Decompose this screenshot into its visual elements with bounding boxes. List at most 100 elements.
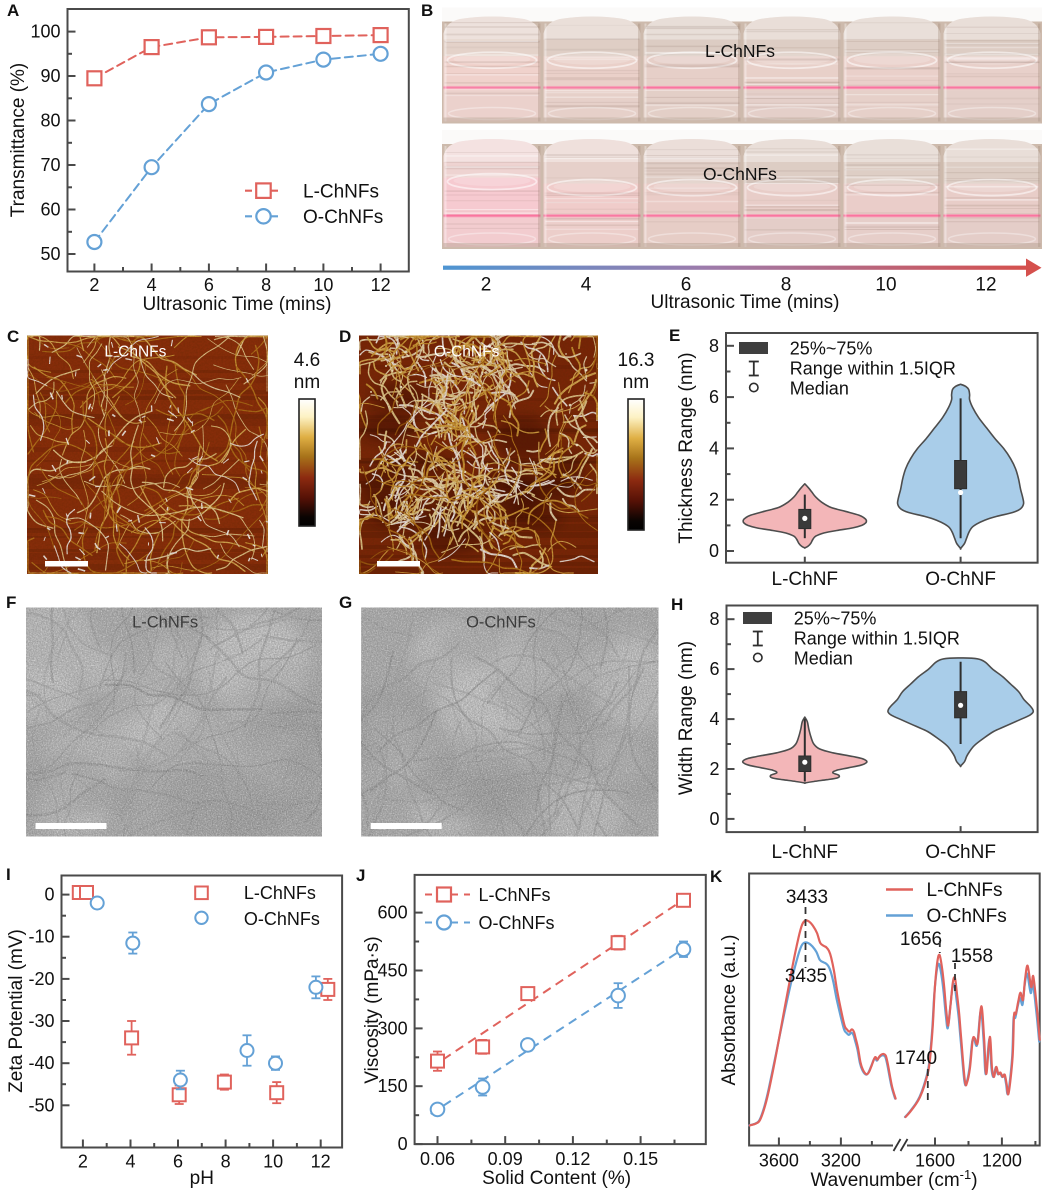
svg-text:Ultrasonic Time (mins): Ultrasonic Time (mins) [143,294,332,315]
svg-text:2: 2 [481,275,492,296]
svg-text:Width Range (nm): Width Range (nm) [676,641,697,795]
svg-text:1740: 1740 [895,1048,937,1069]
svg-text:G: G [339,593,352,612]
svg-text:3600: 3600 [759,1151,799,1171]
svg-text:pH: pH [190,1168,214,1189]
svg-text:12: 12 [311,1152,331,1172]
svg-text:4: 4 [581,275,592,296]
svg-text:2: 2 [89,275,99,295]
svg-text:3435: 3435 [785,966,827,987]
svg-text:1600: 1600 [915,1151,955,1171]
svg-text:50: 50 [40,244,60,264]
svg-text:0: 0 [709,809,719,829]
svg-text:0: 0 [709,541,719,561]
svg-text:-30: -30 [28,1011,54,1031]
svg-text:J: J [356,866,365,885]
svg-text:600: 600 [378,903,408,923]
svg-text:nm: nm [294,372,320,393]
svg-text:8: 8 [781,275,792,296]
svg-text:Transmittance (%): Transmittance (%) [8,63,29,218]
svg-text:Thickness Range (nm): Thickness Range (nm) [676,352,697,543]
svg-text:8: 8 [709,609,719,629]
svg-text:H: H [671,595,683,614]
svg-text:1656: 1656 [900,929,942,950]
svg-text:8: 8 [709,336,719,356]
svg-text:O-ChNFs: O-ChNFs [303,207,383,228]
svg-text:25%~75%: 25%~75% [790,339,873,359]
svg-text:B: B [421,1,433,20]
svg-text:80: 80 [40,111,60,131]
svg-text:L-ChNF: L-ChNF [772,842,839,863]
svg-text:K: K [710,867,723,886]
svg-text:I: I [6,865,11,884]
svg-text:450: 450 [378,961,408,981]
svg-text:150: 150 [378,1076,408,1096]
svg-text:L-ChNFs: L-ChNFs [244,883,316,903]
svg-text:0.09: 0.09 [488,1149,523,1169]
svg-text:Median: Median [790,379,849,399]
svg-text:L-ChNFs: L-ChNFs [104,344,166,361]
svg-text:6: 6 [681,275,692,296]
svg-text:Ultrasonic Time (mins): Ultrasonic Time (mins) [651,292,840,313]
svg-text:6: 6 [173,1152,183,1172]
svg-text:L-ChNFs: L-ChNFs [303,182,379,203]
svg-text:1558: 1558 [951,946,993,967]
svg-text:3433: 3433 [786,887,828,908]
svg-text:70: 70 [40,155,60,175]
svg-text:O-ChNFs: O-ChNFs [927,906,1007,927]
svg-text:O-ChNFs: O-ChNFs [466,614,536,632]
svg-text:O-ChNF: O-ChNF [925,842,996,863]
svg-text:16.3: 16.3 [618,350,655,371]
svg-text:A: A [7,1,19,20]
svg-text:O-ChNFs: O-ChNFs [244,909,320,929]
svg-text:6: 6 [709,659,719,679]
svg-text:O-ChNFs: O-ChNFs [479,913,555,933]
svg-text:0.06: 0.06 [420,1149,455,1169]
svg-text:0: 0 [398,1134,408,1154]
svg-text:100: 100 [30,22,60,42]
svg-text:10: 10 [875,275,896,296]
svg-text:nm: nm [623,372,649,393]
svg-text:L-ChNF: L-ChNF [772,569,839,590]
svg-text:Viscosity (mPa·s): Viscosity (mPa·s) [362,936,383,1083]
svg-text:L-ChNFs: L-ChNFs [927,880,1003,901]
svg-text:8: 8 [261,275,271,295]
svg-text:Absorbance (a.u.): Absorbance (a.u.) [719,934,740,1085]
svg-text:4: 4 [147,275,157,295]
svg-text:-20: -20 [28,969,54,989]
svg-text:60: 60 [40,200,60,220]
svg-text:E: E [669,326,680,345]
svg-text:F: F [6,593,16,612]
svg-text:D: D [339,327,351,346]
svg-text:10: 10 [263,1152,283,1172]
svg-text:-40: -40 [28,1053,54,1073]
svg-text:90: 90 [40,66,60,86]
svg-text:Range within 1.5IQR: Range within 1.5IQR [794,629,960,649]
svg-text:12: 12 [371,275,391,295]
svg-text:2: 2 [709,759,719,779]
svg-text:-10: -10 [28,927,54,947]
svg-text:4: 4 [125,1152,135,1172]
svg-text:2: 2 [709,490,719,510]
svg-text:300: 300 [378,1018,408,1038]
svg-text:2: 2 [78,1152,88,1172]
svg-text:O-ChNF: O-ChNF [925,569,996,590]
svg-text:0.12: 0.12 [555,1149,590,1169]
svg-text:12: 12 [975,275,996,296]
svg-text:10: 10 [313,275,333,295]
svg-text:L-ChNFs: L-ChNFs [479,885,551,905]
svg-text:Zeta Potential (mV): Zeta Potential (mV) [6,929,27,1093]
svg-text:C: C [7,327,19,346]
svg-text:Wavenumber (cm-1): Wavenumber (cm-1) [810,1167,977,1192]
svg-text:4: 4 [709,438,719,458]
svg-text:Solid Content (%): Solid Content (%) [482,1168,631,1189]
svg-text:L-ChNFs: L-ChNFs [132,614,198,632]
svg-text:4: 4 [709,709,719,729]
svg-text:Range within 1.5IQR: Range within 1.5IQR [790,359,956,379]
svg-text:0.15: 0.15 [623,1149,658,1169]
svg-text:O-ChNFs: O-ChNFs [703,164,777,184]
svg-text:3200: 3200 [821,1151,861,1171]
svg-text:25%~75%: 25%~75% [794,609,877,629]
svg-text:4.6: 4.6 [294,350,320,371]
svg-text:8: 8 [221,1152,231,1172]
